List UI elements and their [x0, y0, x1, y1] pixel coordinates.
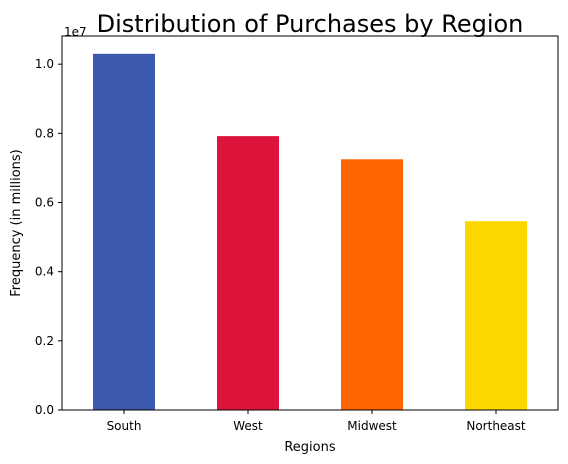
- x-axis-ticks: South West Midwest Northeast: [107, 410, 526, 433]
- x-tick-label: Northeast: [466, 419, 526, 433]
- bar-midwest: [341, 159, 403, 410]
- y-axis-label: Frequency (in millions): [9, 149, 24, 297]
- bar-south: [93, 53, 155, 411]
- y-tick-label: 0.4: [35, 265, 54, 279]
- x-tick-label: South: [107, 419, 142, 433]
- bar-northeast: [465, 221, 527, 410]
- y-tick-label: 0.8: [35, 126, 54, 140]
- y-tick-label: 1.0: [35, 57, 54, 71]
- x-tick-label: Midwest: [347, 419, 397, 433]
- chart-title: Distribution of Purchases by Region: [97, 10, 524, 38]
- y-tick-label: 0.2: [35, 334, 54, 348]
- plot-frame: [61, 35, 559, 411]
- x-axis-label: Regions: [284, 440, 336, 455]
- x-tick-label: West: [233, 419, 263, 433]
- y-tick-label: 0.6: [35, 196, 54, 210]
- bar-west: [217, 136, 279, 411]
- bars-group: [93, 53, 527, 411]
- y-tick-label: 0.0: [35, 403, 54, 417]
- y-axis-ticks: 0.0 0.2 0.4 0.6 0.8 1.0: [35, 57, 62, 417]
- y-axis-offset-label: 1e7: [64, 25, 87, 39]
